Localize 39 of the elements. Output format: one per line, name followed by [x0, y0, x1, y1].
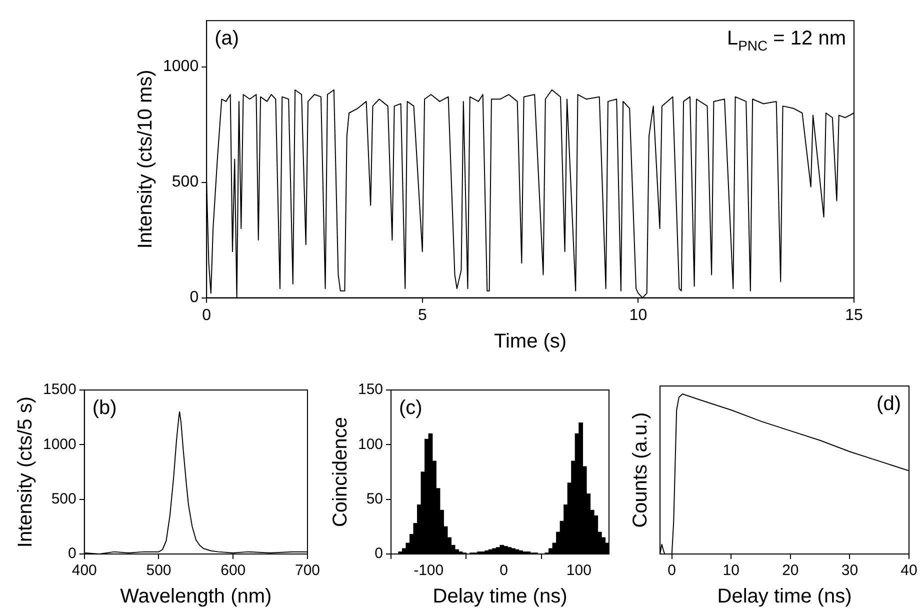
y-tick-label: 1000 — [163, 58, 199, 76]
x-tick-label: 500 — [146, 562, 172, 580]
y-axis-title: Counts (a.u.) — [630, 412, 652, 528]
x-tick-label: 10 — [629, 306, 648, 324]
y-tick-label: 1500 — [42, 381, 76, 398]
x-tick-label: 400 — [72, 562, 97, 580]
x-tick-label: 40 — [900, 562, 918, 580]
x-tick-label: 100 — [566, 562, 592, 580]
x-tick-label: -100 — [414, 562, 444, 580]
x-tick-label: 700 — [294, 562, 320, 580]
x-axis-title: Delay time (ns) — [432, 586, 568, 608]
x-tick-label: 30 — [841, 562, 858, 580]
y-tick-label: 100 — [358, 436, 384, 453]
y-tick-label: 0 — [374, 545, 384, 562]
annotation: (b) — [92, 397, 117, 419]
annotation: (d) — [876, 393, 902, 415]
x-tick-label: 15 — [845, 306, 863, 324]
y-axis-title: Coincidence — [330, 416, 352, 528]
y-axis-title: Intensity (cts/10 ms) — [134, 70, 157, 249]
x-tick-label: 5 — [418, 306, 427, 324]
x-axis-title: Time (s) — [494, 330, 567, 353]
annotation: (c) — [399, 397, 422, 419]
y-axis-title: Intensity (cts/5 s) — [14, 396, 37, 548]
x-tick-label: 0 — [668, 562, 676, 580]
y-tick-label: 1000 — [42, 436, 76, 453]
y-tick-label: 150 — [358, 381, 384, 398]
x-tick-label: 20 — [782, 562, 799, 580]
y-tick-label: 50 — [366, 490, 384, 508]
x-tick-label: 600 — [220, 562, 246, 580]
x-tick-label: 10 — [722, 562, 740, 580]
x-axis-title: Delay time (ns) — [717, 586, 852, 608]
x-axis-title: Wavelength (nm) — [120, 586, 272, 608]
x-tick-label: 0 — [500, 562, 508, 580]
y-tick-label: 0 — [68, 545, 76, 562]
y-tick-label: 500 — [51, 490, 76, 508]
y-tick-label: 0 — [190, 289, 199, 306]
annotation: (a) — [214, 28, 240, 50]
y-tick-label: 500 — [172, 174, 199, 191]
x-tick-label: 0 — [202, 306, 212, 324]
